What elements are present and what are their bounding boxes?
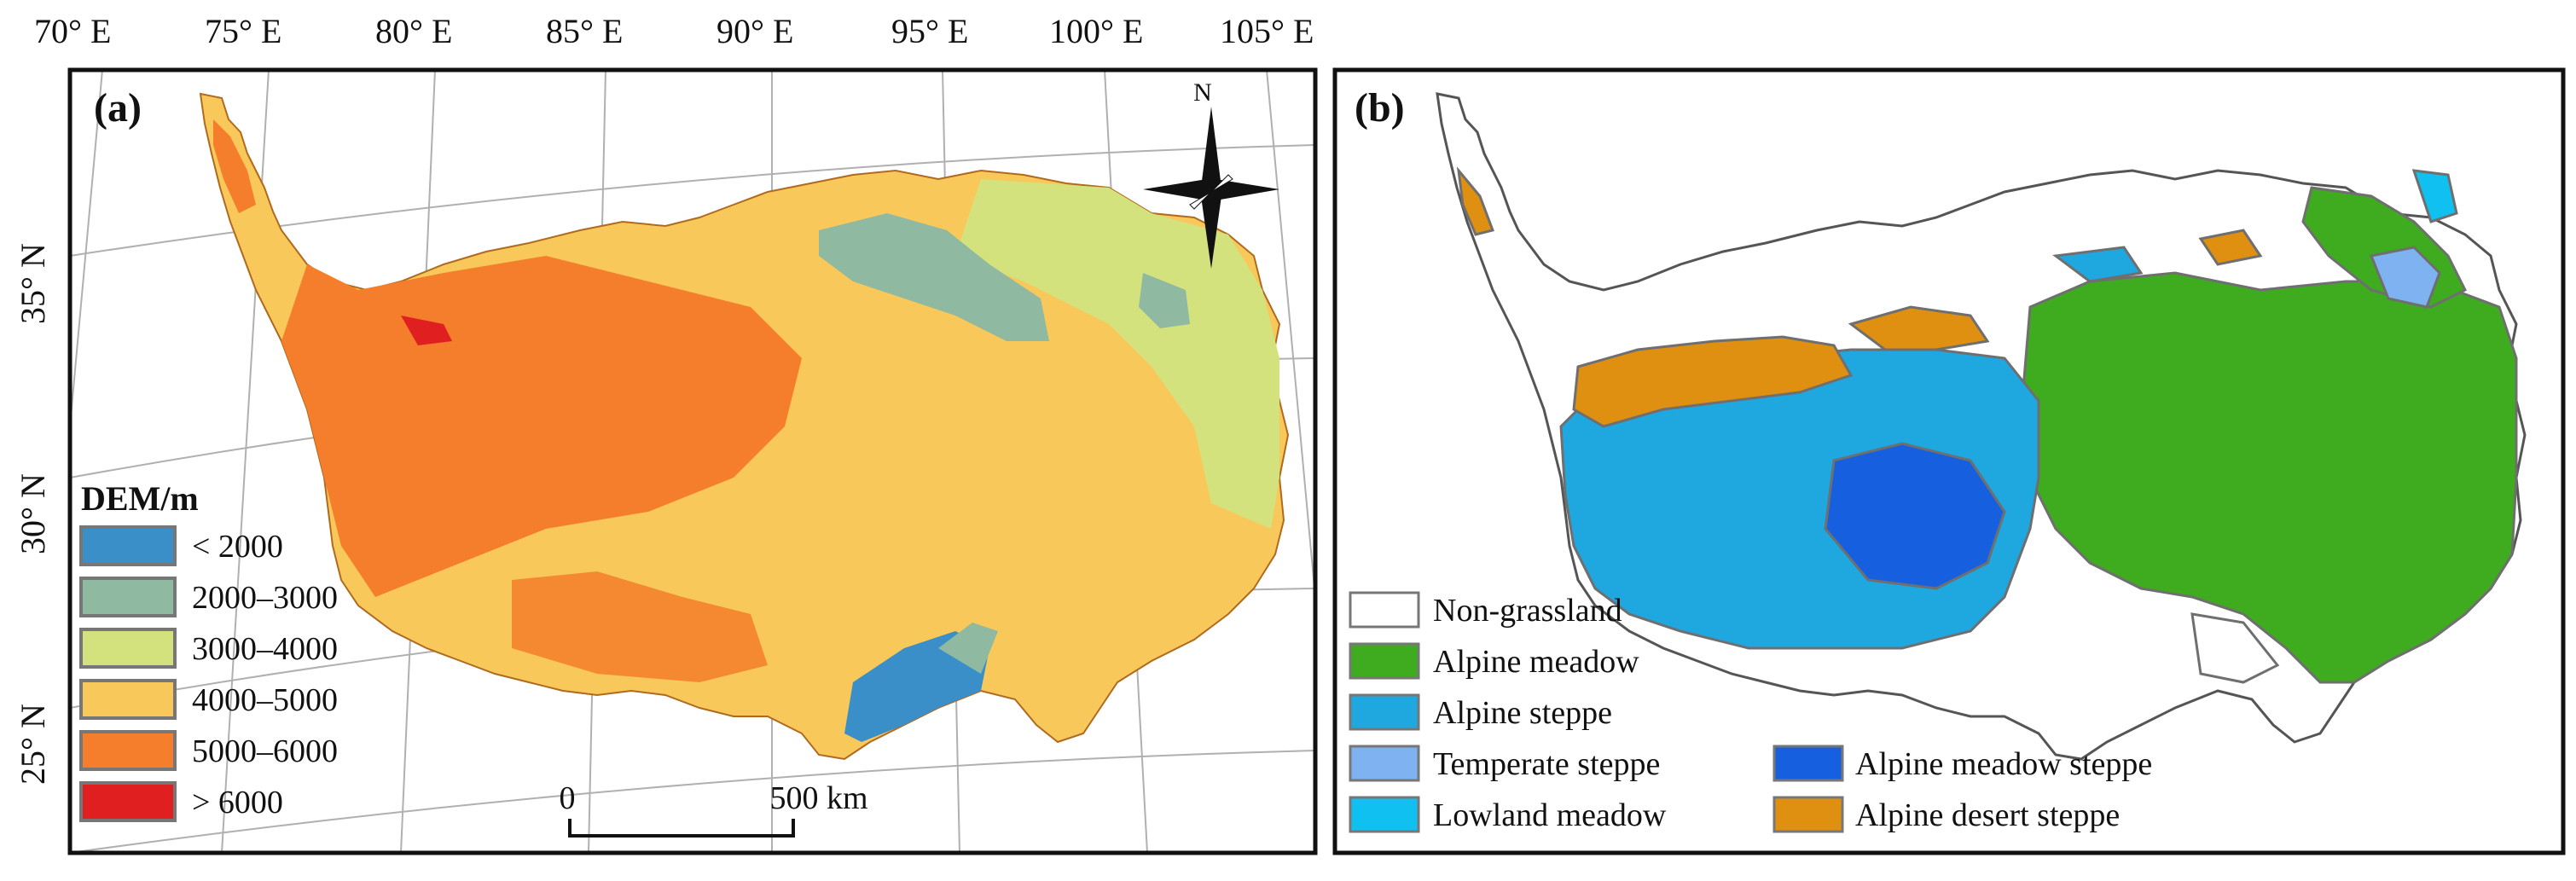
lat-label-30: 30° N <box>14 473 52 554</box>
panel-b-grassland-patches <box>1456 166 2518 684</box>
latitude-labels: 35° N 30° N 25° N <box>14 243 52 785</box>
dem-legend-label: 4000–5000 <box>192 682 338 718</box>
lon-label-70: 70° E <box>34 12 111 50</box>
grassland-legend-item: Alpine steppe <box>1349 693 1612 731</box>
dem-legend-item: 2000–3000 <box>79 577 338 617</box>
grassland-legend-label: Non-grassland <box>1433 593 1622 629</box>
dem-legend-item: > 6000 <box>79 781 283 822</box>
scale-bar-end: 500 km <box>769 780 867 816</box>
grassland-legend-item: Alpine meadow <box>1349 642 1639 680</box>
grassland-legend-item: Alpine meadow steppe <box>1772 745 2152 782</box>
lat-label-25: 25° N <box>14 704 52 785</box>
lon-label-90: 90° E <box>717 12 793 50</box>
dem-legend-swatch <box>79 525 177 566</box>
longitude-labels: 70° E 75° E 80° E 85° E 90° E 95° E 100°… <box>34 12 1314 50</box>
panel-a-border <box>67 67 1318 855</box>
dem-legend-item: 5000–6000 <box>79 730 338 771</box>
panel-b: (b) Non-grassland Alpine meadow Alpine s… <box>1332 67 2566 855</box>
dem-legend-swatch <box>79 730 177 771</box>
dem-legend-label: 5000–6000 <box>192 733 338 769</box>
panel-a-dem-patches <box>213 119 1279 742</box>
grassland-legend: Non-grassland Alpine meadow Alpine stepp… <box>1349 591 2152 833</box>
panel-b-label: (b) <box>1355 85 1405 130</box>
panel-b-border <box>1332 67 2566 855</box>
lat-label-35: 35° N <box>14 243 52 324</box>
grassland-legend-swatch <box>1349 591 1420 629</box>
lon-label-100: 100° E <box>1049 12 1143 50</box>
dem-legend-label: > 6000 <box>192 785 283 820</box>
dem-legend-item: 3000–4000 <box>79 628 338 669</box>
lon-label-105: 105° E <box>1220 12 1314 50</box>
dem-legend: DEM/m < 2000 2000–3000 3000–4000 4000–50… <box>79 479 338 822</box>
scale-bar-start: 0 <box>560 780 576 816</box>
grassland-legend-swatch <box>1349 796 1420 833</box>
dem-legend-swatch <box>79 781 177 822</box>
lon-label-75: 75° E <box>205 12 281 50</box>
dem-legend-item: 4000–5000 <box>79 679 338 720</box>
panel-a-label: (a) <box>94 85 142 130</box>
lon-label-80: 80° E <box>375 12 452 50</box>
grassland-legend-label: Alpine steppe <box>1433 695 1612 731</box>
lon-label-95: 95° E <box>891 12 968 50</box>
panel-b-plateau-group <box>1436 92 2527 761</box>
dem-legend-swatch <box>79 628 177 669</box>
grassland-legend-label: Lowland meadow <box>1433 797 1667 833</box>
grassland-legend-item: Alpine desert steppe <box>1772 796 2120 833</box>
dem-legend-item: < 2000 <box>79 525 283 566</box>
grassland-legend-label: Alpine desert steppe <box>1855 797 2120 833</box>
grassland-legend-item: Non-grassland <box>1349 591 1622 629</box>
grassland-legend-label: Temperate steppe <box>1433 746 1660 782</box>
dem-legend-label: 3000–4000 <box>192 631 338 667</box>
north-arrow-icon: N <box>1143 78 1279 269</box>
grassland-legend-item: Lowland meadow <box>1349 796 1667 833</box>
grassland-legend-swatch <box>1349 693 1420 731</box>
grassland-legend-swatch <box>1349 642 1420 680</box>
grassland-legend-item: Temperate steppe <box>1349 745 1660 782</box>
grassland-legend-label: Alpine meadow <box>1433 644 1639 680</box>
north-label: N <box>1193 78 1212 107</box>
dem-legend-title: DEM/m <box>81 479 199 518</box>
grassland-legend-swatch <box>1349 745 1420 782</box>
panel-b-map <box>1436 92 2527 761</box>
panel-a: (a) N DEM/m < 2000 2000–3000 3000 <box>67 67 1318 855</box>
dem-legend-swatch <box>79 679 177 720</box>
dem-legend-swatch <box>79 577 177 617</box>
scale-bar: 0 500 km <box>560 780 868 838</box>
panel-a-map <box>70 70 1315 853</box>
grassland-legend-label: Alpine meadow steppe <box>1855 746 2152 782</box>
dem-legend-label: < 2000 <box>192 529 283 565</box>
grassland-legend-swatch <box>1772 796 1844 833</box>
lon-label-85: 85° E <box>546 12 623 50</box>
dem-legend-label: 2000–3000 <box>192 580 338 616</box>
grassland-legend-swatch <box>1772 745 1844 782</box>
